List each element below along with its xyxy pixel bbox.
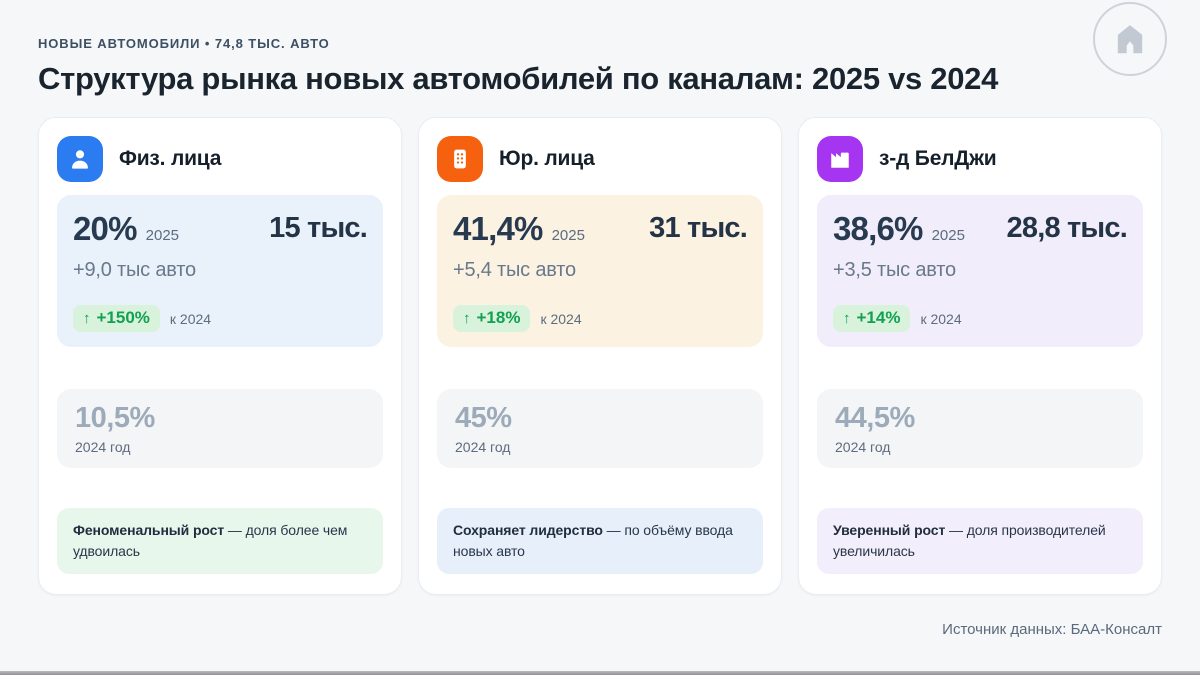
insight-rest: — доля более чем удвоилась [73,522,348,559]
share-2025-year: 2025 [145,227,180,244]
growth-value: +18% [476,308,521,327]
home-icon [1111,20,1149,58]
factory-icon [817,136,863,182]
growth-value: +150% [96,308,150,327]
share-2024-label: 2024 год [835,439,891,455]
share-2024-panel: 45% 2024 год [437,389,763,468]
card-title: Физ. лица [119,147,222,170]
arrow-up-icon: ↑ [463,309,471,327]
insight-rest: — доля производителей увеличилась [833,522,1106,559]
page-title: Структура рынка новых автомобилей по кан… [38,61,999,96]
page-header: НОВЫЕ АВТОМОБИЛИ • 74,8 ТЫС. АВТО Структ… [0,0,1200,97]
volume-delta: +3,5 тыс авто [833,259,956,281]
share-2024-label: 2024 год [75,439,131,455]
volume-2025-value: 31 тыс. [649,212,748,244]
growth-badge: ↑ +150% [73,305,160,332]
growth-badge: ↑ +14% [833,305,911,332]
growth-compare-label: к 2024 [920,310,962,327]
data-source-label: Источник данных: БАА-Консалт [942,621,1162,638]
share-2024-panel: 44,5% 2024 год [817,389,1143,468]
insight-rest: — по объёму ввода новых авто [453,522,733,559]
volume-2025-value: 15 тыс. [269,212,368,244]
insight-lead: Феноменальный рост [73,522,225,538]
card-legal-entities: Юр. лица 41,4% 2025 31 тыс. +5,4 тыс авт… [418,117,782,595]
insight-lead: Уверенный рост [833,522,946,538]
share-2024-panel: 10,5% 2024 год [57,389,383,468]
growth-value: +14% [856,308,901,327]
insight-note: Феноменальный рост — доля более чем удво… [57,508,383,574]
person-icon [57,136,103,182]
share-2025-value: 20% [73,210,137,247]
share-2025-year: 2025 [931,227,965,244]
share-2025-value: 38,6% [833,210,923,247]
card-belgee-plant: з-д БелДжи 38,6% 2025 28,8 тыс. +3,5 тыс… [798,117,1162,595]
share-2025-panel: 20% 2025 15 тыс. +9,0 тыс авто ↑ +150% к… [57,195,383,347]
bottom-edge-bar [0,671,1200,675]
share-2024-value: 10,5% [75,402,155,434]
volume-delta: +9,0 тыс авто [73,259,196,281]
page-footer: Источник данных: БАА-Консалт [38,621,1162,639]
volume-delta: +5,4 тыс авто [453,259,576,281]
share-2024-value: 45% [455,402,512,434]
card-individuals: Физ. лица 20% 2025 15 тыс. +9,0 тыс авто… [38,117,402,595]
card-head: Юр. лица [437,136,763,182]
channel-cards: Физ. лица 20% 2025 15 тыс. +9,0 тыс авто… [38,117,1162,595]
building-icon [437,136,483,182]
share-2024-value: 44,5% [835,402,915,434]
insight-lead: Сохраняет лидерство [453,522,603,538]
share-2025-year: 2025 [551,227,585,244]
growth-compare-label: к 2024 [540,310,582,327]
card-head: Физ. лица [57,136,383,182]
insight-note: Сохраняет лидерство — по объёму ввода но… [437,508,763,574]
card-head: з-д БелДжи [817,136,1143,182]
share-2025-panel: 41,4% 2025 31 тыс. +5,4 тыс авто ↑ +18% … [437,195,763,347]
eyebrow-label: НОВЫЕ АВТОМОБИЛИ • 74,8 ТЫС. АВТО [38,36,330,51]
arrow-up-icon: ↑ [83,309,91,327]
growth-badge: ↑ +18% [453,305,531,332]
insight-note: Уверенный рост — доля производителей уве… [817,508,1143,574]
share-2025-value: 41,4% [453,210,543,247]
share-2025-panel: 38,6% 2025 28,8 тыс. +3,5 тыс авто ↑ +14… [817,195,1143,347]
volume-2025-value: 28,8 тыс. [1006,212,1128,244]
card-title: з-д БелДжи [879,147,997,170]
home-button[interactable] [1093,2,1167,76]
card-title: Юр. лица [499,147,595,170]
growth-compare-label: к 2024 [169,310,212,327]
share-2024-label: 2024 год [455,439,511,455]
arrow-up-icon: ↑ [843,309,851,327]
